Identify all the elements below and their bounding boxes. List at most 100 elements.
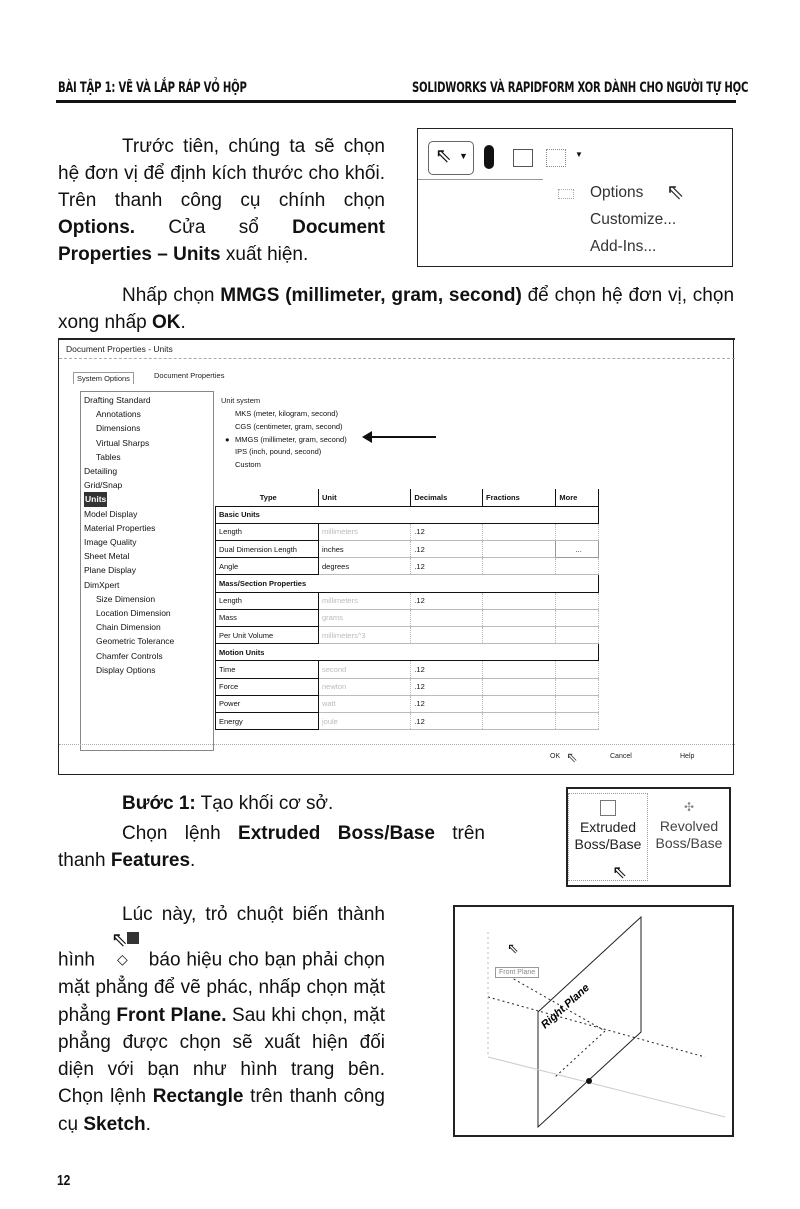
table-row: Mass grams — [215, 609, 599, 628]
cell-unit[interactable]: millimeters — [318, 592, 412, 610]
cell-more[interactable] — [555, 678, 599, 696]
cell-fractions[interactable] — [482, 695, 557, 713]
chevron-down-icon: ▼ — [459, 151, 468, 161]
group-label: Basic Units — [215, 505, 599, 524]
help-button[interactable]: Help — [680, 753, 695, 760]
cell-unit[interactable]: grams — [318, 609, 412, 628]
revolved-boss-base-button[interactable]: ✣ Revolved Boss/Base — [649, 793, 729, 881]
tab-document-properties[interactable]: Document Properties — [154, 371, 225, 380]
cell-type: Angle — [215, 557, 319, 576]
cell-decimals[interactable]: .12 — [410, 540, 484, 559]
cell-fractions[interactable] — [482, 609, 557, 628]
extruded-boss-base-button[interactable]: Extruded Boss/Base — [568, 793, 648, 881]
tree-item[interactable]: DimXpert — [84, 579, 120, 590]
cell-more[interactable] — [555, 609, 599, 628]
cell-more[interactable] — [555, 626, 599, 645]
top-plane-edge — [554, 1030, 606, 1078]
tree-item[interactable]: Grid/Snap — [84, 480, 123, 491]
cell-decimals[interactable]: .12 — [410, 712, 484, 731]
select-tool-button[interactable]: ⇖ ▼ — [428, 141, 474, 175]
cell-decimals[interactable] — [410, 609, 484, 628]
menu-item-customize[interactable]: Customize... — [590, 211, 677, 228]
cell-more[interactable] — [555, 523, 599, 542]
unit-system-radio[interactable]: ● MMGS (millimeter, gram, second) — [225, 434, 347, 447]
cancel-button[interactable]: Cancel — [610, 753, 632, 760]
cell-decimals[interactable]: .12 — [410, 695, 484, 713]
cell-more[interactable] — [555, 660, 599, 679]
cell-decimals[interactable] — [410, 626, 484, 645]
cell-unit[interactable]: second — [318, 660, 412, 679]
table-row: Length millimeters .12 — [215, 592, 599, 610]
tree-item[interactable]: Drafting Standard — [84, 395, 151, 405]
menu-item-options[interactable]: Options — [590, 184, 644, 201]
cell-unit[interactable]: joule — [318, 712, 412, 731]
cell-more[interactable]: ... — [555, 540, 599, 559]
tree-item[interactable]: Display Options — [96, 664, 156, 675]
cell-decimals[interactable]: .12 — [410, 678, 484, 696]
tree-item[interactable]: Chamfer Controls — [96, 650, 163, 661]
tree-item[interactable]: Image Quality — [84, 537, 137, 548]
cell-fractions[interactable] — [482, 540, 557, 559]
cell-fractions[interactable] — [482, 523, 557, 542]
file-properties-icon[interactable] — [546, 149, 566, 167]
cell-more[interactable] — [555, 695, 599, 713]
chevron-down-icon[interactable]: ▼ — [575, 150, 583, 159]
cell-fractions[interactable] — [482, 660, 557, 679]
tree-item[interactable]: Model Display — [84, 508, 138, 519]
cell-unit[interactable]: inches — [318, 540, 412, 559]
tree-item[interactable]: Virtual Sharps — [96, 437, 150, 448]
tree-item[interactable]: Material Properties — [84, 522, 156, 533]
ok-button[interactable]: OK — [550, 753, 561, 760]
front-plane-edge — [487, 1056, 726, 1118]
cell-decimals[interactable]: .12 — [410, 660, 484, 679]
tree-item[interactable]: Plane Display — [84, 565, 136, 576]
cell-fractions[interactable] — [482, 678, 557, 696]
options-menu: Options Customize... Add-Ins... — [590, 179, 676, 260]
cell-more[interactable] — [555, 712, 599, 731]
paragraph-mmgs: Nhấp chọn MMGS (millimeter, gram, second… — [58, 285, 735, 333]
cell-fractions[interactable] — [482, 712, 557, 731]
radio-icon[interactable]: ● — [225, 434, 230, 444]
cell-unit[interactable]: watt — [318, 695, 412, 713]
tree-item[interactable]: Units — [84, 492, 108, 507]
top-plane-edge — [504, 973, 606, 1032]
unit-system-label: Unit system — [221, 396, 261, 405]
planes-drawing: Right Plane — [487, 915, 726, 1129]
tree-item[interactable]: Sheet Metal — [84, 551, 130, 562]
tree-item[interactable]: Chain Dimension — [96, 622, 161, 633]
tree-item[interactable]: Tables — [96, 451, 121, 462]
tree-item[interactable]: Detailing — [84, 466, 118, 477]
cell-unit[interactable]: millimeters^3 — [318, 626, 412, 645]
cell-fractions[interactable] — [482, 557, 557, 576]
tree-item[interactable]: Dimensions — [96, 423, 141, 434]
cell-decimals[interactable]: .12 — [410, 592, 484, 610]
menu-item-add-ins[interactable]: Add-Ins... — [590, 238, 657, 255]
cell-decimals[interactable]: .12 — [410, 523, 484, 542]
unit-system-label: Custom — [235, 460, 261, 470]
paragraph-extrude: Chọn lệnh Extruded Boss/Base trên thanh … — [58, 823, 485, 871]
unit-system-radio[interactable]: Custom — [225, 459, 347, 472]
rebuild-icon[interactable] — [513, 149, 533, 167]
cell-more[interactable] — [555, 592, 599, 610]
unit-system-label: IPS (inch, pound, second) — [235, 447, 322, 457]
tree-item[interactable]: Annotations — [96, 409, 141, 420]
tree-item[interactable]: Size Dimension — [96, 593, 156, 604]
column-header: More — [555, 489, 599, 507]
unit-system-label: CGS (centimeter, gram, second) — [235, 421, 343, 431]
unit-system-radio[interactable]: MKS (meter, kilogram, second) — [225, 408, 347, 421]
cell-unit[interactable]: degrees — [318, 557, 412, 576]
tab-system-options[interactable]: System Options — [73, 372, 134, 384]
unit-system-radio[interactable]: CGS (centimeter, gram, second) — [225, 421, 347, 434]
cell-fractions[interactable] — [482, 626, 557, 645]
annotation-arrow — [366, 436, 436, 438]
cell-unit[interactable]: millimeters — [318, 523, 412, 542]
tree-item[interactable]: Location Dimension — [96, 608, 171, 619]
mouse-cursor-icon: ⇖ — [566, 749, 578, 765]
unit-system-radio[interactable]: IPS (inch, pound, second) — [225, 446, 347, 459]
origin-icon — [586, 1078, 592, 1084]
cell-unit[interactable]: newton — [318, 678, 412, 696]
tree-item[interactable]: Geometric Tolerance — [96, 636, 175, 647]
cell-more[interactable] — [555, 557, 599, 576]
cell-fractions[interactable] — [482, 592, 557, 610]
cell-decimals[interactable]: .12 — [410, 557, 484, 576]
